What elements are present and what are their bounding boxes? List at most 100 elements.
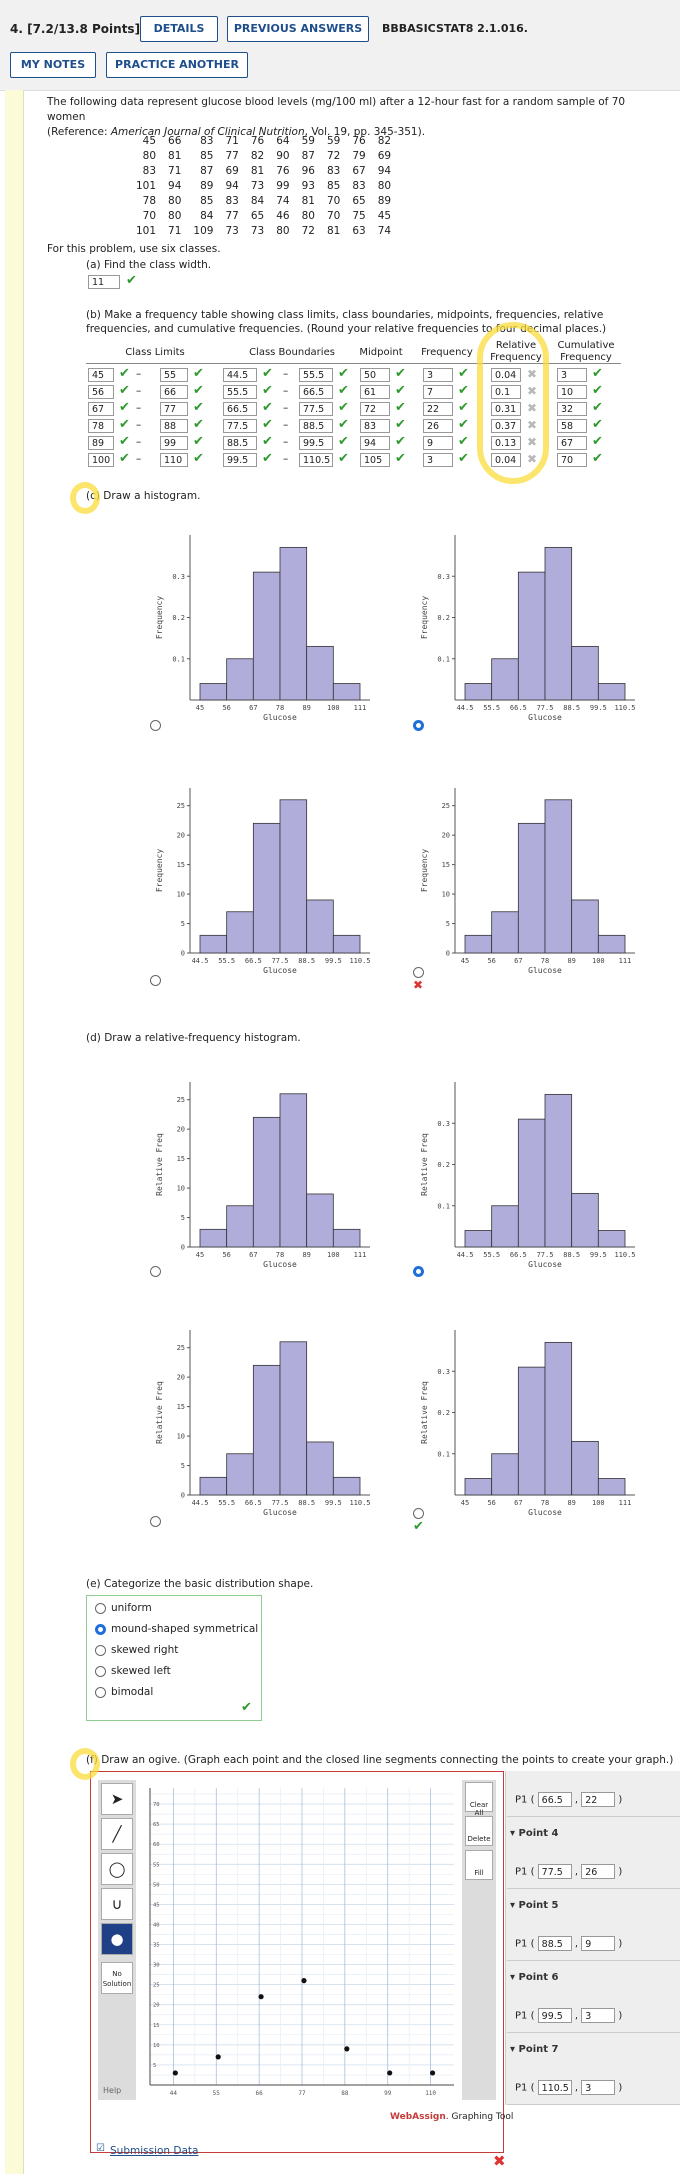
point-y-input[interactable]: 22 [581, 1792, 616, 1807]
check-icon: ✔ [119, 383, 130, 398]
histogram-radio[interactable] [150, 720, 161, 731]
point-y-input[interactable]: 3 [581, 2008, 616, 2023]
upper-boundary-input[interactable]: 110.5 [299, 453, 333, 467]
clear-all-button[interactable]: Clear All [465, 1782, 493, 1817]
raw-data-cell: 69 [377, 149, 392, 162]
upper-limit-input[interactable]: 88 [160, 419, 188, 433]
lower-boundary-input[interactable]: 66.5 [223, 402, 257, 416]
previous-answers-button[interactable]: PREVIOUS ANSWERS [227, 16, 369, 42]
pointer-tool-icon[interactable]: ➤ [101, 1783, 133, 1815]
point-section-title[interactable]: ▾ Point 6 [510, 1972, 559, 1983]
cumulative-frequency-input[interactable]: 32 [557, 402, 587, 416]
practice-another-button[interactable]: PRACTICE ANOTHER [106, 52, 248, 78]
upper-limit-input[interactable]: 66 [160, 385, 188, 399]
histogram-radio[interactable] [413, 720, 424, 731]
frequency-input[interactable]: 26 [423, 419, 453, 433]
my-notes-button[interactable]: MY NOTES [10, 52, 96, 78]
point-section-title[interactable]: ▾ Point 5 [510, 1900, 559, 1911]
lower-boundary-input[interactable]: 88.5 [223, 436, 257, 450]
point-y-input[interactable]: 3 [581, 2080, 616, 2095]
midpoint-input[interactable]: 50 [360, 368, 390, 382]
cumulative-frequency-input[interactable]: 67 [557, 436, 587, 450]
frequency-input[interactable]: 7 [423, 385, 453, 399]
help-button[interactable]: Help [103, 2086, 122, 2095]
point-section-title[interactable]: ▾ Point 4 [510, 1828, 559, 1839]
point-x-input[interactable]: 77.5 [537, 1864, 572, 1879]
check-icon: ✔ [338, 451, 349, 466]
distribution-option[interactable]: skewed right [95, 1644, 178, 1656]
point-x-input[interactable]: 88.5 [537, 1936, 572, 1951]
submission-data-link[interactable]: Submission Data [110, 2145, 199, 2157]
midpoint-input[interactable]: 72 [360, 402, 390, 416]
upper-limit-input[interactable]: 55 [160, 368, 188, 382]
upper-boundary-input[interactable]: 66.5 [299, 385, 333, 399]
relative-frequency-input[interactable]: 0.31 [491, 402, 521, 416]
cumulative-frequency-input[interactable]: 58 [557, 419, 587, 433]
upper-limit-input[interactable]: 110 [160, 453, 188, 467]
ogive-graph[interactable]: 5 10 15 20 25 30 35 40 45 50 55 60 65 70 44 55 66 77 88 99 1… [138, 1780, 460, 2100]
lower-boundary-input[interactable]: 99.5 [223, 453, 257, 467]
point-x-input[interactable]: 66.5 [537, 1792, 572, 1807]
upper-limit-input[interactable]: 99 [160, 436, 188, 450]
histogram-radio[interactable] [150, 1266, 161, 1277]
histogram-radio[interactable] [413, 1508, 424, 1519]
line-tool-icon[interactable]: ╱ [101, 1818, 133, 1850]
distribution-option[interactable]: mound-shaped symmetrical [95, 1623, 258, 1635]
lower-limit-input[interactable]: 100 [88, 453, 114, 467]
upper-boundary-input[interactable]: 77.5 [299, 402, 333, 416]
point-y-input[interactable]: 9 [581, 1936, 616, 1951]
class-width-input[interactable]: 11 [88, 275, 120, 289]
cumulative-frequency-input[interactable]: 10 [557, 385, 587, 399]
midpoint-input[interactable]: 105 [360, 453, 390, 467]
midpoint-input[interactable]: 61 [360, 385, 390, 399]
lower-boundary-input[interactable]: 44.5 [223, 368, 257, 382]
no-solution-button[interactable]: No Solution [101, 1962, 133, 1994]
relative-frequency-input[interactable]: 0.1 [491, 385, 521, 399]
histogram-radio[interactable] [150, 1516, 161, 1527]
frequency-input[interactable]: 22 [423, 402, 453, 416]
frequency-input[interactable]: 3 [423, 368, 453, 382]
upper-boundary-input[interactable]: 88.5 [299, 419, 333, 433]
point-x-input[interactable]: 110.5 [537, 2080, 572, 2095]
lower-limit-input[interactable]: 78 [88, 419, 114, 433]
raw-data-cell: 82 [250, 149, 265, 162]
upper-limit-input[interactable]: 77 [160, 402, 188, 416]
point-section-title[interactable]: ▾ Point 7 [510, 2044, 559, 2055]
histogram-radio[interactable] [150, 975, 161, 986]
frequency-input[interactable]: 3 [423, 453, 453, 467]
point-y-input[interactable]: 26 [581, 1864, 616, 1879]
upper-boundary-input[interactable]: 55.5 [299, 368, 333, 382]
lower-boundary-input[interactable]: 77.5 [223, 419, 257, 433]
x-tick-label: 111 [354, 704, 367, 712]
lower-limit-input[interactable]: 67 [88, 402, 114, 416]
frequency-input[interactable]: 9 [423, 436, 453, 450]
cumulative-frequency-input[interactable]: 3 [557, 368, 587, 382]
x-tick-label: 88.5 [563, 1251, 580, 1259]
histogram-radio[interactable] [413, 967, 424, 978]
parabola-tool-icon[interactable]: ∪ [101, 1888, 133, 1920]
relative-frequency-input[interactable]: 0.37 [491, 419, 521, 433]
lower-limit-input[interactable]: 56 [88, 385, 114, 399]
lower-limit-input[interactable]: 45 [88, 368, 114, 382]
delete-button[interactable]: Delete [465, 1816, 493, 1846]
dash-separator: – [283, 385, 289, 397]
lower-limit-input[interactable]: 89 [88, 436, 114, 450]
lower-boundary-input[interactable]: 55.5 [223, 385, 257, 399]
distribution-option[interactable]: bimodal [95, 1686, 153, 1698]
part-c-prompt: (c) Draw a histogram. [86, 490, 201, 502]
upper-boundary-input[interactable]: 99.5 [299, 436, 333, 450]
histogram-radio[interactable] [413, 1266, 424, 1277]
relative-frequency-input[interactable]: 0.04 [491, 368, 521, 382]
distribution-option[interactable]: skewed left [95, 1665, 171, 1677]
point-x-input[interactable]: 99.5 [537, 2008, 572, 2023]
midpoint-input[interactable]: 94 [360, 436, 390, 450]
cumulative-frequency-input[interactable]: 70 [557, 453, 587, 467]
midpoint-input[interactable]: 83 [360, 419, 390, 433]
histogram-c3: 44.5 55.5 66.5 77.5 88.5 99.5 110.5 0 5 10 15 20 25 G… [155, 788, 371, 975]
fill-button[interactable]: Fill [465, 1850, 493, 1880]
circle-tool-icon[interactable]: ◯ [101, 1853, 133, 1885]
check-icon: ✔ [413, 1519, 424, 1534]
point-tool-icon[interactable]: ● [101, 1923, 133, 1955]
details-button[interactable]: DETAILS [140, 16, 218, 42]
distribution-option[interactable]: uniform [95, 1602, 152, 1614]
